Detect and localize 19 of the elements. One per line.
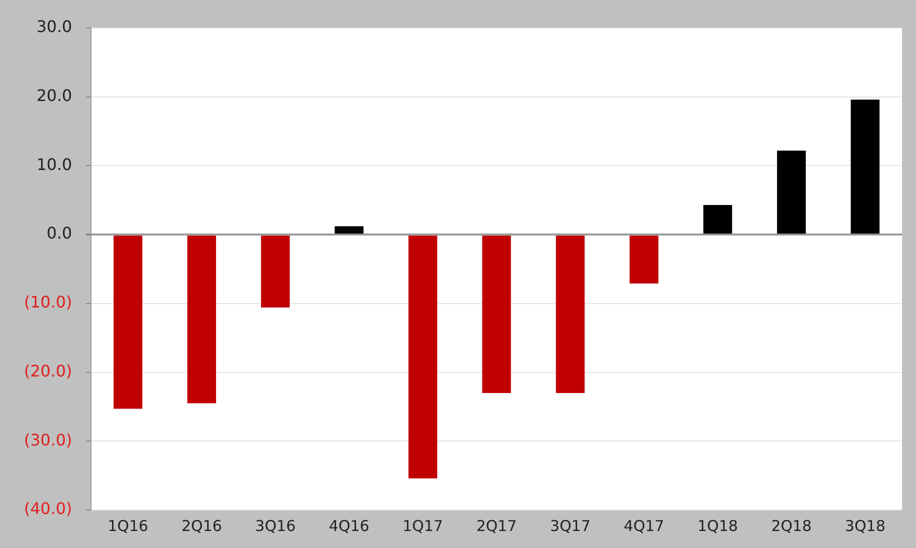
y-tick-label: (40.0) bbox=[24, 499, 72, 518]
x-tick-label: 2Q16 bbox=[181, 516, 222, 535]
x-tick-label: 3Q17 bbox=[550, 516, 590, 535]
x-tick-label: 1Q18 bbox=[697, 516, 738, 535]
y-tick-label: 30.0 bbox=[36, 17, 72, 36]
y-tick-label: (30.0) bbox=[24, 430, 72, 450]
x-tick-label: 4Q17 bbox=[624, 516, 664, 535]
y-tick-label: (20.0) bbox=[24, 361, 72, 380]
x-tick-label: 2Q18 bbox=[771, 516, 812, 535]
y-tick-label: 10.0 bbox=[36, 154, 72, 174]
x-tick-label: 3Q16 bbox=[255, 516, 296, 535]
x-tick-label: 1Q17 bbox=[402, 516, 444, 535]
y-tick-label: 20.0 bbox=[36, 86, 72, 106]
x-tick-label: 3Q18 bbox=[844, 516, 886, 535]
x-tick-label: 4Q16 bbox=[328, 516, 370, 535]
x-tick-label: 2Q17 bbox=[476, 516, 517, 535]
y-tick-label: (10.0) bbox=[24, 292, 72, 312]
y-tick-label: 0.0 bbox=[46, 224, 72, 243]
x-tick-label: 1Q16 bbox=[108, 516, 148, 535]
